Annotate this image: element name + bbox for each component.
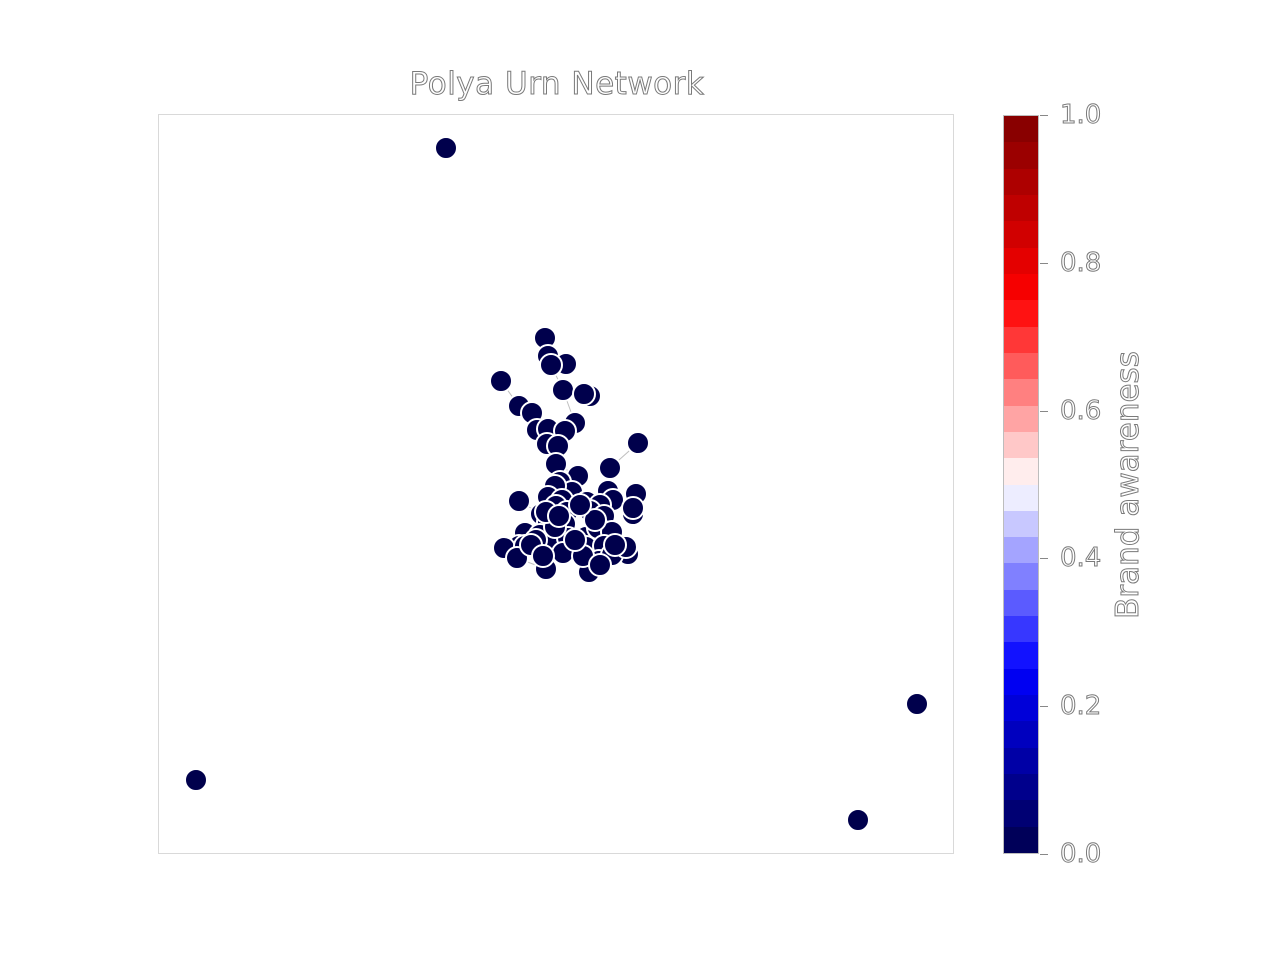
network-node: [507, 489, 531, 513]
colorbar-segment: [1004, 378, 1038, 406]
network-node: [626, 431, 650, 455]
colorbar-segment: [1004, 694, 1038, 722]
colorbar-tick-label: 0.0: [1059, 839, 1102, 869]
colorbar-segment: [1004, 509, 1038, 538]
colorbar-segment: [1004, 404, 1038, 432]
network-node: [905, 692, 929, 716]
colorbar-segment: [1004, 167, 1038, 195]
colorbar-segment: [1004, 483, 1038, 511]
colorbar: [1003, 115, 1039, 854]
network-plot-frame: [158, 114, 954, 854]
network-node: [846, 808, 870, 832]
colorbar-segment: [1004, 562, 1038, 590]
colorbar-tick: [1040, 706, 1048, 708]
network-node: [551, 378, 575, 402]
colorbar-segment: [1004, 325, 1038, 353]
colorbar-segment: [1004, 667, 1038, 696]
network-node: [531, 544, 555, 568]
colorbar-tick: [1040, 262, 1048, 264]
network-node: [572, 382, 596, 406]
colorbar-segment: [1004, 615, 1038, 643]
network-node: [434, 136, 458, 160]
colorbar-tick: [1040, 410, 1048, 412]
colorbar-segment: [1004, 773, 1038, 801]
colorbar-tick-label: 0.4: [1059, 543, 1102, 574]
colorbar-segment: [1004, 457, 1038, 485]
colorbar-tick-label: 0.6: [1059, 395, 1102, 426]
network-node: [563, 528, 587, 552]
colorbar-segment: [1004, 193, 1038, 222]
colorbar-segment: [1004, 351, 1038, 380]
colorbar-segment: [1004, 299, 1038, 327]
colorbar-segment: [1004, 141, 1038, 169]
colorbar-segment: [1004, 588, 1038, 617]
chart-title: Polya Urn Network: [409, 66, 705, 103]
colorbar-tick-label: 0.2: [1059, 691, 1102, 722]
network-node: [489, 369, 513, 393]
colorbar-segment: [1004, 536, 1038, 564]
network-node: [568, 493, 592, 517]
colorbar-tick: [1040, 558, 1048, 560]
network-node: [583, 508, 607, 532]
colorbar-segment: [1004, 272, 1038, 301]
colorbar-segment: [1004, 430, 1038, 459]
colorbar-segment: [1004, 746, 1038, 775]
network-node: [621, 496, 645, 520]
colorbar-segment: [1004, 720, 1038, 748]
network-node: [588, 553, 612, 577]
network-node: [539, 353, 563, 377]
colorbar-segment: [1004, 116, 1038, 143]
colorbar-segment: [1004, 799, 1038, 827]
colorbar-tick-label: 1.0: [1059, 100, 1102, 130]
colorbar-label: Brand awareness: [1110, 351, 1147, 620]
colorbar-tick: [1040, 854, 1048, 855]
colorbar-tick: [1040, 115, 1048, 116]
network-nodes: [184, 136, 929, 832]
colorbar-segment: [1004, 246, 1038, 274]
colorbar-tick-label: 0.8: [1059, 247, 1102, 278]
network-node: [184, 768, 208, 792]
colorbar-segment: [1004, 641, 1038, 669]
colorbar-segment: [1004, 220, 1038, 248]
network-node: [603, 533, 627, 557]
network-node: [598, 456, 622, 480]
colorbar-segment: [1004, 825, 1038, 853]
network-node: [547, 504, 571, 528]
